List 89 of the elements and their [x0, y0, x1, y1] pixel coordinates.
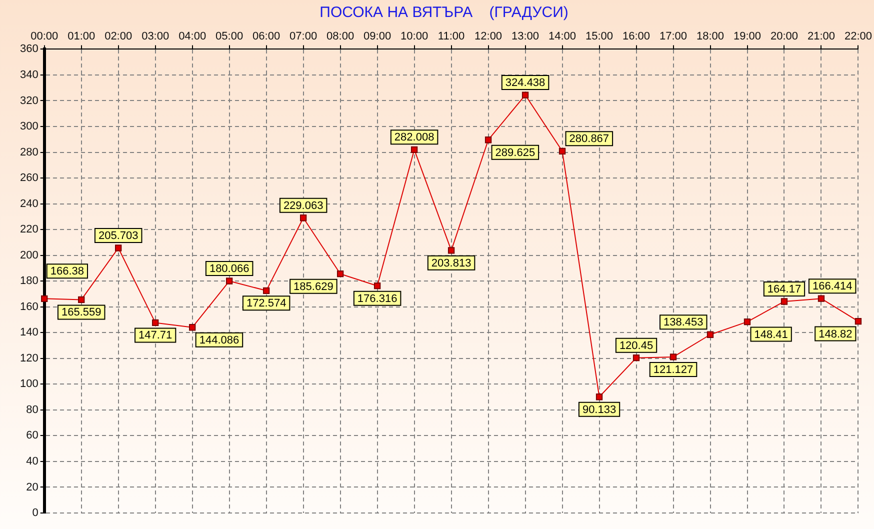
data-label: 147.71 [138, 330, 172, 342]
point [706, 331, 714, 338]
data-label: 148.82 [818, 328, 852, 340]
data-label: 280.867 [569, 133, 610, 146]
x-tick-label: 17:00 [659, 30, 688, 43]
point [670, 354, 677, 360]
point [410, 146, 418, 154]
y-tick-label: 60 [26, 430, 38, 442]
y-tick-label: 20 [26, 481, 38, 494]
point [744, 318, 751, 326]
chart-title: ПОСОКА НА ВЯТЪРА (ГРАДУСИ) [320, 4, 568, 22]
data-label: 144.086 [199, 334, 240, 346]
point [448, 247, 455, 254]
x-tick-label: 11:00 [438, 30, 465, 43]
point [300, 214, 307, 222]
point [374, 282, 381, 290]
y-tick-label: 220 [20, 224, 38, 236]
y-tick-label: 320 [20, 94, 38, 107]
data-label: 148.41 [754, 328, 788, 341]
data-label: 205.703 [98, 230, 138, 242]
x-tick-label: 10:00 [400, 30, 428, 43]
point [189, 324, 196, 331]
data-label: 166.414 [812, 280, 852, 293]
x-tick-label: 19:00 [733, 30, 762, 43]
y-tick-label: 40 [26, 456, 38, 468]
data-label: 166.38 [50, 266, 84, 278]
data-label: 324.438 [505, 77, 546, 90]
x-tick-label: 09:00 [364, 30, 392, 43]
point [152, 319, 159, 326]
point [780, 298, 788, 305]
y-tick-label: 240 [20, 198, 38, 210]
x-tick-label: 00:00 [30, 30, 58, 43]
x-tick-label: 13:00 [512, 30, 540, 43]
x-tick-label: 08:00 [326, 30, 354, 43]
data-label: 289.625 [495, 146, 536, 159]
x-tick-label: 15:00 [586, 30, 614, 43]
x-tick-label: 06:00 [252, 30, 280, 43]
x-tick-label: 12:00 [474, 30, 502, 43]
point [115, 244, 122, 252]
point [336, 270, 344, 278]
data-label: 180.066 [209, 263, 250, 276]
x-tick-label: 22:00 [844, 30, 872, 43]
point [558, 148, 566, 154]
y-tick-label: 200 [20, 249, 38, 262]
data-label: 172.574 [246, 298, 286, 310]
point [226, 278, 233, 284]
x-tick-label: 20:00 [770, 30, 798, 43]
data-label: 138.453 [663, 316, 704, 329]
x-tick-label: 01:00 [68, 30, 96, 43]
y-tick-label: 360 [20, 43, 38, 56]
data-label: 90.133 [582, 404, 616, 416]
y-tick-label: 0 [32, 507, 38, 520]
y-tick-label: 160 [20, 300, 38, 313]
data-label: 203.813 [431, 257, 472, 270]
y-tick-label: 340 [20, 69, 38, 81]
data-label: 121.127 [653, 364, 694, 376]
point [854, 318, 862, 325]
x-tick-label: 18:00 [696, 30, 724, 43]
y-tick-label: 140 [20, 326, 38, 339]
data-label: 176.316 [357, 292, 398, 305]
data-label: 282.008 [394, 132, 434, 144]
y-tick-label: 100 [20, 378, 38, 390]
x-tick-label: 14:00 [548, 30, 576, 43]
point [522, 92, 529, 98]
point [484, 136, 492, 144]
point [262, 287, 270, 294]
x-tick-label: 02:00 [104, 30, 132, 43]
point [78, 296, 85, 304]
data-label: 165.559 [61, 306, 102, 319]
y-tick-label: 300 [20, 120, 38, 133]
y-tick-label: 260 [20, 172, 38, 184]
x-tick-label: 07:00 [290, 30, 318, 43]
x-tick-label: 05:00 [216, 30, 244, 43]
x-tick-label: 04:00 [178, 30, 206, 43]
data-label: 164.17 [767, 284, 802, 296]
x-tick-label: 21:00 [807, 30, 836, 43]
data-label: 185.629 [294, 280, 334, 293]
y-tick-label: 180 [20, 275, 38, 288]
x-tick-label: 16:00 [622, 30, 650, 43]
y-tick-label: 280 [20, 146, 38, 158]
point [596, 394, 603, 400]
data-label: 120.45 [619, 340, 654, 352]
point [818, 295, 825, 302]
point [632, 354, 640, 362]
y-tick-label: 80 [26, 404, 38, 416]
data-label: 229.063 [283, 200, 324, 212]
y-tick-label: 120 [20, 352, 38, 364]
x-tick-label: 03:00 [142, 30, 170, 43]
point [41, 295, 48, 302]
